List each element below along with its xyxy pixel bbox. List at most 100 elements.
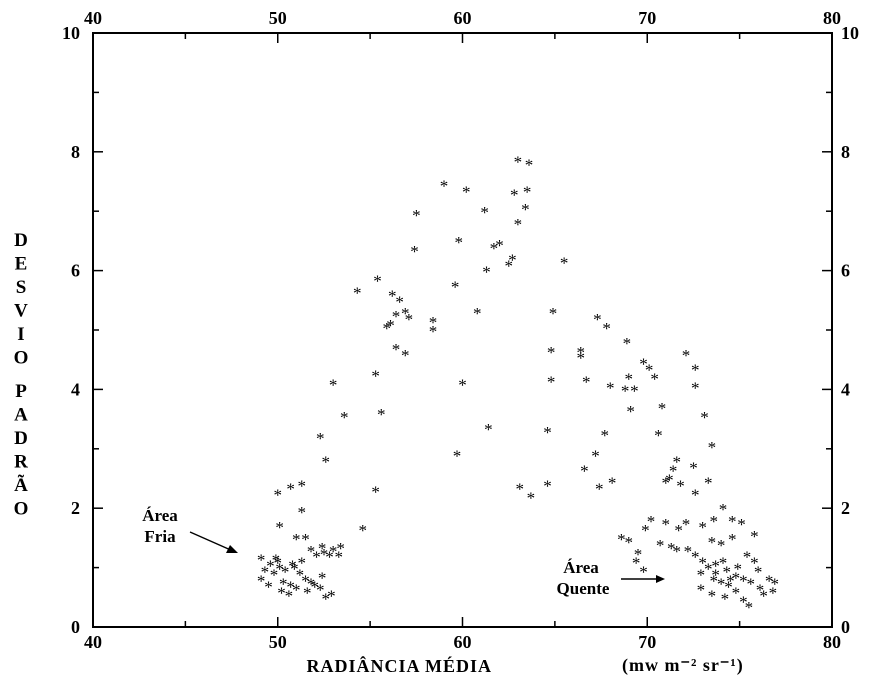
data-point: * [704,473,713,492]
data-point: * [525,156,534,175]
data-point: * [527,488,536,507]
data-point: * [617,530,626,549]
data-point: * [373,272,382,291]
data-point: * [353,283,362,302]
data-point: * [623,334,632,353]
data-point: * [732,583,741,602]
data-point: * [661,515,670,534]
data-point: * [719,554,728,573]
data-point: * [591,447,600,466]
data-point: * [307,574,316,593]
data-point: * [654,426,663,445]
data-point: * [710,571,719,590]
data-points: * ** * * ** ** ** ****** ** ** *** ** ***** ** **** ***… [257,153,779,618]
data-point: * [285,586,294,605]
data-point: * [732,569,741,588]
y-tick-label-right: 10 [841,23,859,43]
y-tick-label-right: 6 [841,261,850,281]
data-point: * [514,153,523,172]
data-point: * [711,557,720,576]
data-point: * [395,292,404,311]
data-point: * [296,566,305,585]
data-point: * [737,515,746,534]
data-point: * [582,372,591,391]
x-tick-label-bottom: 50 [269,632,287,652]
data-point: * [746,574,755,593]
x-tick-label-top: 60 [454,8,472,28]
data-point: * [383,319,392,338]
data-point: * [392,340,401,359]
data-point: * [270,566,279,585]
data-point: * [689,459,698,478]
data-point: * [410,242,419,261]
data-point: * [682,515,691,534]
data-point: * [504,257,513,276]
axis-ticks [92,32,833,628]
data-point: * [669,462,678,481]
data-point: * [639,563,648,582]
data-point: * [510,185,519,204]
data-point: * [329,375,338,394]
data-point: * [674,521,683,540]
data-point: * [388,286,397,305]
data-point: * [593,310,602,329]
y-tick-label-right: 2 [841,498,850,518]
data-point: * [298,554,307,573]
data-point: * [322,453,331,472]
data-point: * [298,476,307,495]
data-point: * [750,527,759,546]
y-tick-label-right: 0 [841,617,850,637]
data-point: * [274,485,283,504]
data-point: * [650,370,659,389]
data-point: * [724,577,733,596]
data-point: * [543,423,552,442]
data-point: * [691,378,700,397]
data-point: * [286,577,295,596]
data-point: * [717,574,726,593]
x-axis-label: RADIÂNCIA MÉDIA [306,655,492,676]
data-point: * [754,563,763,582]
data-point: * [765,571,774,590]
data-point: * [739,571,748,590]
x-tick-label-bottom: 70 [638,632,656,652]
data-point: * [484,420,493,439]
annotation-quente-line2: Quente [557,579,610,598]
data-point: * [726,571,735,590]
data-point: * [292,580,301,599]
y-tick-label-left: 8 [71,142,80,162]
data-point: * [286,479,295,498]
annotation-area-fria: Área Fria [142,506,238,553]
data-point: * [281,563,290,582]
data-point: * [514,215,523,234]
y-tick-label-left: 6 [71,261,80,281]
data-point: * [312,548,321,567]
data-point: * [634,545,643,564]
data-point: * [451,277,460,296]
data-point: * [606,378,615,397]
data-point: * [711,566,720,585]
data-point: * [547,372,556,391]
data-point: * [458,375,467,394]
data-point: * [728,530,737,549]
data-point: * [292,530,301,549]
data-point: * [665,471,674,490]
data-point: * [320,545,329,564]
x-tick-label-bottom: 40 [84,632,102,652]
data-point: * [429,313,438,332]
data-point: * [453,447,462,466]
data-point: * [377,405,386,424]
data-point: * [639,355,648,374]
data-point: * [658,399,667,418]
data-point: * [549,304,558,323]
data-point: * [264,577,273,596]
data-point: * [412,206,421,225]
data-point: * [708,586,717,605]
data-point: * [288,557,297,576]
data-point: * [318,569,327,588]
data-point: * [401,346,410,365]
data-point: * [700,408,709,427]
data-point: * [340,408,349,427]
